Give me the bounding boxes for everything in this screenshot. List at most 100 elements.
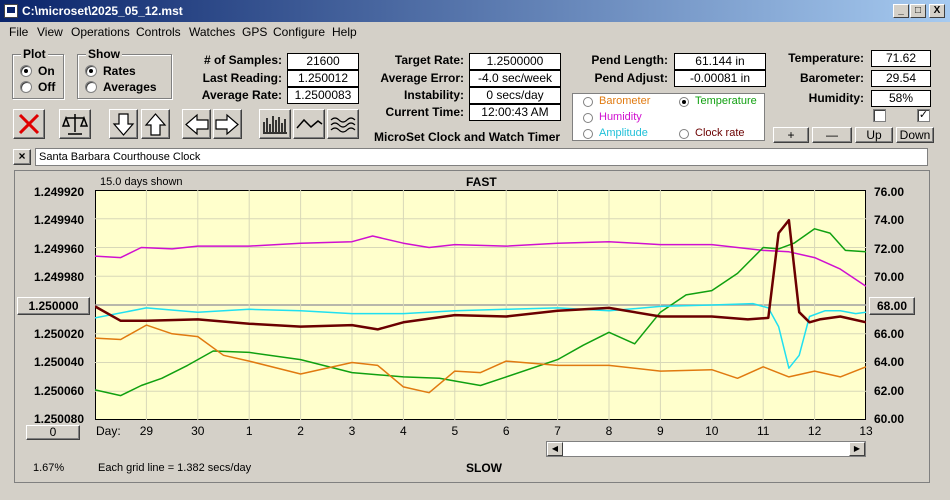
clock-name-close-button[interactable]: × bbox=[13, 149, 31, 165]
legend-amplitude-radio[interactable] bbox=[583, 129, 593, 139]
menu-gps[interactable]: GPS bbox=[242, 25, 268, 39]
y-left-tick: 1.249920 bbox=[33, 185, 84, 199]
up-arrow-button[interactable] bbox=[141, 109, 170, 139]
legend-humidity-radio[interactable] bbox=[583, 113, 593, 123]
histogram-button[interactable] bbox=[259, 109, 291, 139]
humidity-field: 58% bbox=[871, 90, 931, 107]
menu-bar: File View Operations Controls Watches GP… bbox=[0, 22, 950, 42]
y-right-tick: 62.00 bbox=[874, 384, 905, 398]
plot-off-radio[interactable] bbox=[20, 81, 32, 93]
stop-button[interactable] bbox=[13, 109, 45, 139]
line-graph-button[interactable] bbox=[293, 109, 325, 139]
chart-panel bbox=[14, 170, 930, 483]
pend-length-field: 61.144 in bbox=[674, 53, 766, 70]
x-tick-label: 6 bbox=[502, 424, 510, 438]
wave-button[interactable] bbox=[327, 109, 359, 139]
series-clock-rate bbox=[95, 218, 866, 331]
show-group: Show bbox=[77, 47, 172, 99]
x-tick-label: 29 bbox=[139, 424, 154, 438]
arrow-up-icon bbox=[144, 113, 167, 136]
legend-temperature-radio[interactable] bbox=[679, 97, 689, 107]
average-rate-field: 1.2500083 bbox=[287, 87, 359, 104]
legend-humidity-label: Humidity bbox=[599, 111, 642, 123]
target-rate-label: Target Rate: bbox=[394, 53, 464, 67]
y-left-tick: 1.250060 bbox=[33, 384, 84, 398]
day-label: Day: bbox=[96, 424, 121, 438]
left-arrow-button[interactable] bbox=[182, 109, 211, 139]
right-reference-button[interactable]: 68.00 bbox=[869, 297, 915, 315]
rate-chart bbox=[95, 190, 866, 420]
legend-barometer-radio[interactable] bbox=[583, 97, 593, 107]
x-tick-label: 11 bbox=[756, 424, 770, 438]
x-tick-label: 12 bbox=[807, 424, 822, 438]
menu-file[interactable]: File bbox=[9, 25, 29, 39]
maximize-button[interactable]: □ bbox=[910, 4, 926, 18]
samples-field: 21600 bbox=[287, 53, 359, 70]
minus-button[interactable]: — bbox=[812, 127, 852, 143]
title-bar: C:\microset\2025_05_12.mst bbox=[0, 0, 950, 22]
menu-configure[interactable]: Configure bbox=[273, 25, 326, 39]
minimize-button[interactable]: _ bbox=[893, 4, 909, 18]
last-reading-field: 1.250012 bbox=[287, 70, 359, 87]
y-left-tick: 1.250020 bbox=[33, 327, 84, 341]
show-rates-radio[interactable] bbox=[85, 65, 97, 77]
checkbox-1[interactable] bbox=[873, 109, 886, 122]
percent-label: 1.67% bbox=[33, 462, 65, 474]
app-icon bbox=[4, 4, 18, 18]
menu-view[interactable]: View bbox=[37, 25, 63, 39]
scrollbar-thumb[interactable] bbox=[563, 442, 849, 456]
menu-help[interactable]: Help bbox=[332, 25, 357, 39]
instability-field: 0 secs/day bbox=[469, 87, 561, 104]
left-reference-button[interactable]: 1.250000 bbox=[17, 297, 90, 315]
legend-clock-rate-label: Clock rate bbox=[695, 127, 745, 139]
x-tick-label: 3 bbox=[348, 424, 356, 438]
y-left-tick: 1.249980 bbox=[33, 270, 84, 284]
x-tick-label: 8 bbox=[605, 424, 613, 438]
up-button[interactable]: Up bbox=[855, 127, 893, 143]
menu-operations[interactable]: Operations bbox=[71, 25, 130, 39]
series-legend bbox=[572, 93, 765, 141]
down-arrow-button[interactable] bbox=[109, 109, 138, 139]
close-button[interactable]: X bbox=[929, 4, 945, 18]
instability-label: Instability: bbox=[403, 88, 464, 102]
days-shown-label: 15.0 days shown bbox=[100, 176, 183, 188]
menu-controls[interactable]: Controls bbox=[136, 25, 181, 39]
last-reading-label: Last Reading: bbox=[202, 71, 282, 85]
slow-label: SLOW bbox=[466, 461, 502, 475]
checkbox-2[interactable]: ✓ bbox=[917, 109, 930, 122]
x-tick-label: 7 bbox=[554, 424, 561, 438]
zero-button[interactable]: 0 bbox=[26, 425, 80, 440]
balance-scale-icon bbox=[61, 114, 89, 135]
balance-button[interactable] bbox=[59, 109, 91, 139]
down-button[interactable]: Down bbox=[896, 127, 934, 143]
legend-clock-rate-radio[interactable] bbox=[679, 129, 689, 139]
show-averages-radio[interactable] bbox=[85, 81, 97, 93]
average-rate-label: Average Rate: bbox=[201, 88, 282, 102]
arrow-down-icon bbox=[112, 113, 135, 136]
legend-barometer-label: Barometer bbox=[599, 95, 651, 107]
right-arrow-button[interactable] bbox=[213, 109, 242, 139]
temperature-field: 71.62 bbox=[871, 50, 931, 67]
series-barometer bbox=[95, 324, 866, 394]
scroll-left-icon[interactable]: ◀ bbox=[547, 442, 563, 456]
y-left-tick: 1.250080 bbox=[33, 412, 84, 426]
fast-label: FAST bbox=[466, 175, 497, 189]
y-right-tick: 70.00 bbox=[874, 270, 905, 284]
barometer-field: 29.54 bbox=[871, 70, 931, 87]
plot-group: Plot bbox=[12, 47, 64, 99]
clock-name-field[interactable]: Santa Barbara Courthouse Clock bbox=[35, 148, 928, 166]
show-group-title: Show bbox=[86, 47, 122, 61]
legend-amplitude-label: Amplitude bbox=[599, 127, 648, 139]
menu-watches[interactable]: Watches bbox=[189, 25, 236, 39]
y-left-tick: 1.249940 bbox=[33, 213, 84, 227]
red-x-icon bbox=[18, 113, 40, 135]
scroll-right-icon[interactable]: ▶ bbox=[849, 442, 865, 456]
current-time-label: Current Time: bbox=[385, 105, 464, 119]
plot-on-radio[interactable] bbox=[20, 65, 32, 77]
plus-button[interactable]: + bbox=[773, 127, 809, 143]
show-averages-label: Averages bbox=[103, 80, 157, 94]
y-right-tick: 64.00 bbox=[874, 355, 905, 369]
series-amplitude bbox=[95, 302, 866, 369]
x-tick-label: 13 bbox=[859, 424, 873, 438]
x-tick-label: 2 bbox=[297, 424, 304, 438]
